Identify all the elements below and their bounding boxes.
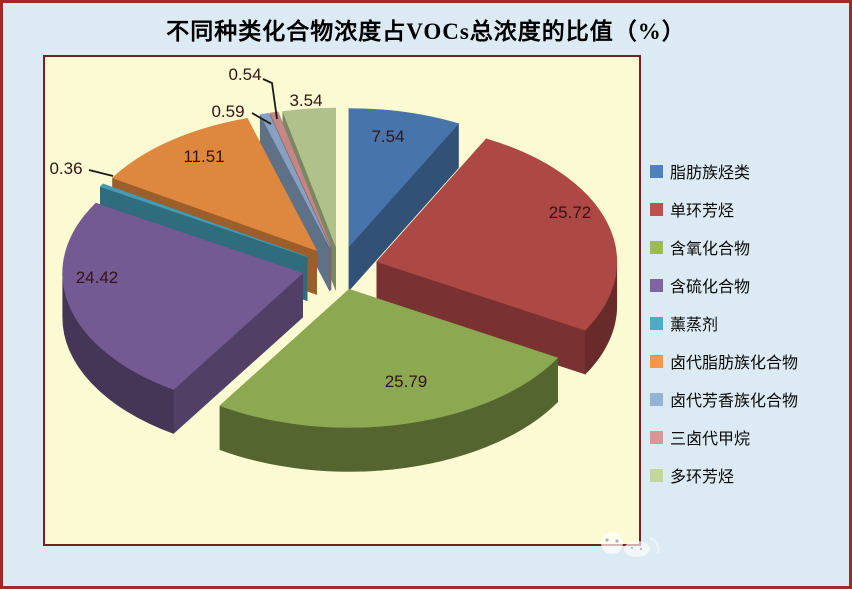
legend-swatch-icon (650, 392, 663, 406)
legend-label: 单环芳烃 (670, 203, 735, 220)
watermark-eye (639, 547, 643, 551)
plot-area (43, 55, 641, 546)
legend-swatch-icon (650, 240, 663, 254)
legend-label: 卤代脂肪族化合物 (670, 355, 799, 372)
legend-swatch-icon (650, 430, 663, 444)
legend-label: 多环芳烃 (670, 469, 735, 486)
legend-label: 薰蒸剂 (670, 317, 719, 334)
legend-item: 含氧化合物 (650, 228, 798, 266)
legend-item: 三卤代甲烷 (650, 418, 798, 456)
legend-label: 脂肪族烃类 (670, 165, 751, 182)
legend-item: 单环芳烃 (650, 190, 798, 228)
legend-item: 卤代芳香族化合物 (650, 380, 798, 418)
legend-item: 薰蒸剂 (650, 304, 798, 342)
legend-label: 卤代芳香族化合物 (670, 393, 799, 410)
watermark-eye (630, 546, 634, 550)
legend-label: 含氧化合物 (670, 241, 751, 258)
legend-swatch-icon (650, 202, 663, 216)
legend-swatch-icon (650, 278, 663, 292)
legend-item: 脂肪族烃类 (650, 152, 798, 190)
legend-swatch-icon (650, 164, 663, 178)
legend-item: 多环芳烃 (650, 456, 798, 494)
legend-swatch-icon (650, 354, 663, 368)
chart-title: 不同种类化合物浓度占VOCs总浓度的比值（%） (166, 19, 686, 44)
legend-label: 含硫化合物 (670, 279, 751, 296)
legend-item: 卤代脂肪族化合物 (650, 342, 798, 380)
legend-label: 三卤代甲烷 (670, 431, 751, 448)
watermark-stroke (649, 536, 660, 554)
legend-item: 含硫化合物 (650, 266, 798, 304)
legend-swatch-icon (650, 316, 663, 330)
legend: 脂肪族烃类单环芳烃含氧化合物含硫化合物薰蒸剂卤代脂肪族化合物 卤代芳香族化合物 三卤… (650, 152, 798, 494)
legend-swatch-icon (650, 468, 663, 482)
